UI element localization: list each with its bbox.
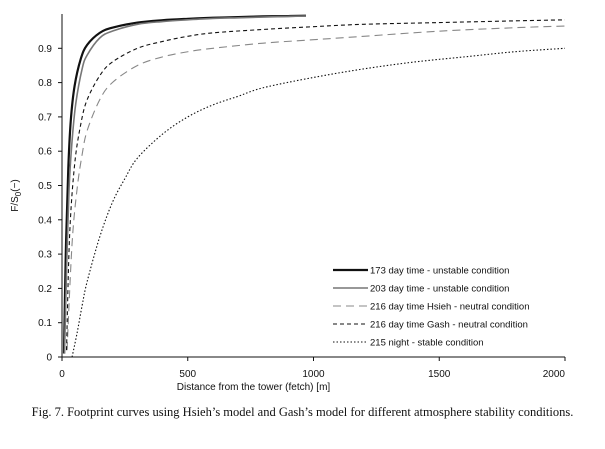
y-tick-label: 0.3: [38, 250, 52, 261]
series-line-4: [65, 19, 566, 351]
x-axis-title: Distance from the tower (fetch) [m]: [177, 382, 331, 393]
y-tick-label: 0.8: [38, 78, 52, 89]
x-tick-label: 1000: [302, 369, 325, 380]
y-axis-title: F/S0(−): [10, 179, 23, 212]
series-layer: [62, 14, 566, 358]
y-tick-label: 0.2: [38, 284, 52, 295]
y-tick-label: 0.4: [38, 215, 52, 226]
series-line-2: [63, 15, 306, 354]
legend-label-4: 216 day time Gash - neutral condition: [370, 320, 528, 331]
legend-label-5: 215 night - stable condition: [370, 338, 484, 349]
x-tick-label: 0: [59, 369, 65, 380]
legend-label-3: 216 day time Hsieh - neutral condition: [370, 302, 529, 313]
series-line-1: [62, 14, 306, 354]
figure-caption: Fig. 7. Footprint curves using Hsieh’s m…: [31, 405, 574, 419]
x-tick-label: 2000: [543, 369, 566, 380]
axes: 0 0.1 0.2 0.3 0.4 0.5 0.6 0.7 0.8 0.9 0 500 1000 1500…: [10, 14, 566, 393]
legend-label-1: 173 day time - unstable condition: [370, 266, 509, 277]
y-tick-label: 0.9: [38, 44, 52, 55]
x-tick-label: 1500: [428, 369, 451, 380]
y-tick-label: 0.6: [38, 147, 52, 158]
x-tick-label: 500: [179, 369, 196, 380]
series-line-3: [66, 25, 566, 351]
y-tick-label: 0.7: [38, 112, 52, 123]
y-tick-label: 0.1: [38, 318, 52, 329]
y-tick-label: 0: [46, 353, 52, 364]
legend-label-2: 203 day time - unstable condition: [370, 284, 509, 295]
legend: 173 day time - unstable condition 203 day…: [333, 266, 529, 349]
y-tick-label: 0.5: [38, 181, 52, 192]
